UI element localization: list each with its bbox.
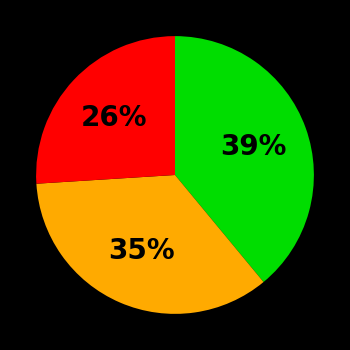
Wedge shape [175,36,314,282]
Text: 26%: 26% [81,104,147,132]
Wedge shape [36,175,264,314]
Wedge shape [36,36,175,184]
Text: 39%: 39% [220,133,287,161]
Text: 35%: 35% [108,238,175,266]
